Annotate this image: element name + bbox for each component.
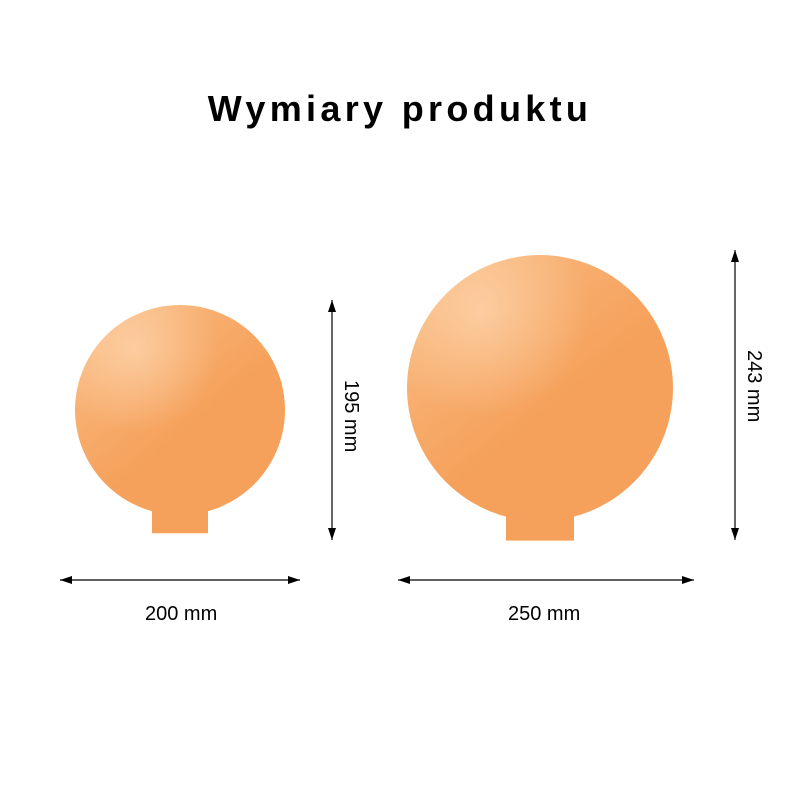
dimension-arrows bbox=[0, 0, 800, 800]
width-label-large: 250 mm bbox=[508, 603, 580, 626]
height-label-small: 195 mm bbox=[339, 380, 362, 452]
width-label-small: 200 mm bbox=[145, 603, 217, 626]
height-label-large: 243 mm bbox=[742, 350, 765, 422]
